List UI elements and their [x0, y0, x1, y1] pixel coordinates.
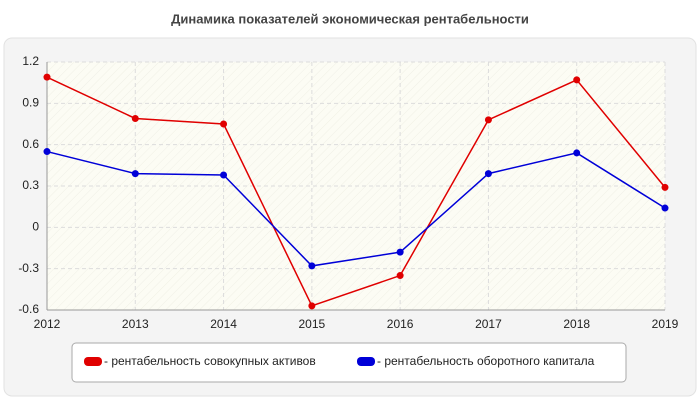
- x-tick-label: 2016: [387, 317, 414, 331]
- chart-title: Динамика показателей экономическая рента…: [171, 11, 529, 26]
- point: [131, 114, 139, 122]
- legend-label: - рентабельность оборотного капитала: [377, 354, 595, 368]
- legend-marker: [357, 357, 375, 366]
- series-line: [46, 76, 666, 307]
- point: [484, 170, 492, 178]
- y-tick-label: 1.2: [22, 54, 39, 68]
- point: [131, 170, 139, 178]
- x-tick-label: 2012: [34, 317, 61, 331]
- point: [661, 204, 669, 212]
- point: [43, 73, 51, 81]
- point: [484, 116, 492, 124]
- x-tick-label: 2017: [475, 317, 502, 331]
- point: [573, 149, 581, 157]
- y-tick-label: 0.9: [22, 96, 39, 110]
- point: [308, 262, 316, 270]
- point: [308, 302, 316, 310]
- x-tick-label: 2015: [299, 317, 326, 331]
- x-tick-label: 2013: [122, 317, 149, 331]
- point: [396, 248, 404, 256]
- point: [43, 148, 51, 156]
- y-tick-label: 0.3: [22, 178, 39, 192]
- x-tick-label: 2018: [563, 317, 590, 331]
- point: [220, 171, 228, 179]
- y-tick-label: -0.3: [18, 261, 39, 275]
- x-tick-label: 2014: [210, 317, 237, 331]
- point: [396, 272, 404, 280]
- y-tick-label: -0.6: [18, 302, 39, 316]
- y-tick-label: 0: [32, 220, 39, 234]
- point: [573, 76, 581, 84]
- y-tick-label: 0.6: [22, 137, 39, 151]
- point: [661, 183, 669, 191]
- legend-marker: [84, 357, 102, 366]
- x-tick-label: 2019: [652, 317, 679, 331]
- legend: [71, 342, 627, 383]
- point: [220, 120, 228, 128]
- legend-label: - рентабельность совокупных активов: [104, 354, 316, 368]
- series-line: [46, 150, 666, 267]
